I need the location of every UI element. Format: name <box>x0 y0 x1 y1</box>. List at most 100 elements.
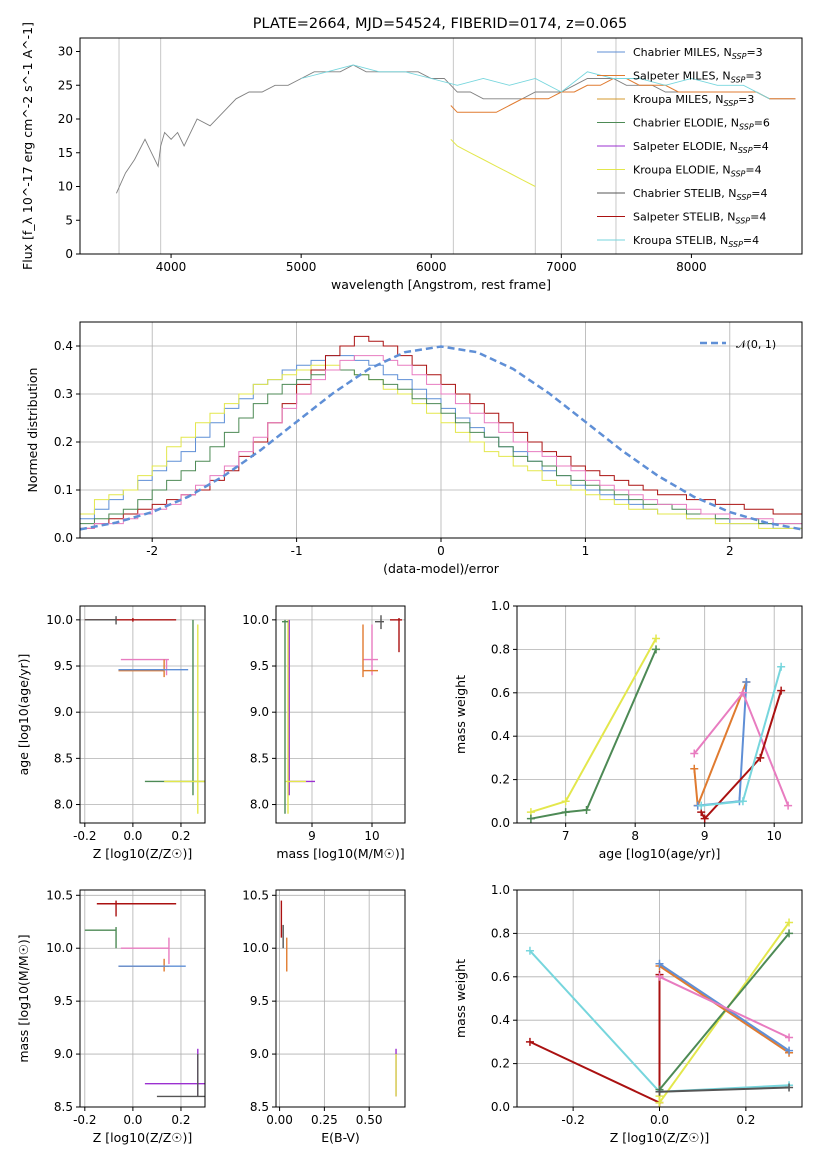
legend-label: Chabrier MILES, NSSP=3 <box>633 46 763 61</box>
y-tick-label: 0.4 <box>491 1013 510 1027</box>
panel-residuals: 𝒩(0, 1) -2 -1 0 1 2 0.0 0.1 0.2 0.3 0.4 (data-model… <box>25 321 803 576</box>
y-tick-label: 9.5 <box>54 994 73 1008</box>
axes-frame <box>79 605 206 824</box>
marker-plus <box>655 972 664 981</box>
x-tick-label: 7000 <box>546 260 577 274</box>
marker-plus <box>525 946 534 955</box>
y-tick-label: 10.0 <box>46 613 73 627</box>
panel-age_vs_Z: -0.2 0.0 0.2 8.0 8.5 9.0 9.5 10.0 Z [log10(Z/Z☉)… <box>16 605 206 861</box>
x-tick-label: 1 <box>582 544 590 558</box>
y-tick-label: 1.0 <box>491 599 510 613</box>
panel-mass_vs_ebv: 0.00 0.25 0.50 8.5 9.0 9.5 10.0 10.5 E(B-V) <box>242 888 406 1145</box>
legend-label: Salpeter MILES, NSSP=3 <box>633 70 762 85</box>
x-axis-label: Z [log10(Z/Z☉)] <box>610 1130 710 1145</box>
normal-curve <box>80 345 802 531</box>
marker-plus <box>526 814 535 823</box>
x-tick-label: 0.00 <box>266 1113 293 1127</box>
y-tick-label: 10.0 <box>242 941 269 955</box>
x-tick-label: -1 <box>291 544 303 558</box>
x-tick-label: -0.2 <box>561 1113 584 1127</box>
axes-frame <box>516 605 803 824</box>
x-tick-label: 4000 <box>156 260 187 274</box>
weight-line <box>658 932 790 1091</box>
x-tick-label: -2 <box>146 544 158 558</box>
marker-plus <box>690 764 699 773</box>
plot-area <box>282 615 402 814</box>
y-axis-label: age [log10(age/yr)] <box>16 654 31 776</box>
legend-label: Chabrier ELODIE, NSSP=6 <box>633 117 770 132</box>
panel-age_vs_mass: 9 10 8.0 8.5 9.0 9.5 10.0 mass [log10(M/M☉)] <box>242 605 406 861</box>
axes-frame <box>79 889 206 1108</box>
y-tick-label: 0.0 <box>54 531 73 545</box>
y-tick-label: 0.2 <box>491 1057 510 1071</box>
y-tick-label: 0.2 <box>491 773 510 787</box>
marker-plus <box>785 1033 794 1042</box>
legend-label: Kroupa MILES, NSSP=3 <box>633 93 754 108</box>
legend-label: Chabrier STELIB, NSSP=4 <box>633 187 767 202</box>
x-tick-label: 2 <box>726 544 734 558</box>
histogram-step <box>80 364 802 538</box>
plot-area <box>525 918 794 1107</box>
marker-plus <box>655 959 664 968</box>
y-tick-label: 9.5 <box>250 994 269 1008</box>
y-tick-label: 0.6 <box>491 686 510 700</box>
x-axis-label: mass [log10(M/M☉)] <box>276 846 404 861</box>
x-axis-label: E(B-V) <box>321 1130 360 1145</box>
y-axis-label: mass [log10(M/M☉)] <box>16 934 31 1062</box>
y-tick-label: 10.0 <box>242 613 269 627</box>
marker-plus <box>785 1046 794 1055</box>
y-tick-label: 0.4 <box>54 339 73 353</box>
legend-label: Kroupa STELIB, NSSP=4 <box>633 234 759 249</box>
marker-plus <box>785 929 794 938</box>
marker-plus <box>652 634 661 643</box>
marker-plus <box>756 753 765 762</box>
y-tick-label: 25 <box>58 78 73 92</box>
y-tick-label: 0.8 <box>491 926 510 940</box>
y-tick-label: 0.6 <box>491 970 510 984</box>
y-tick-label: 0.3 <box>54 387 73 401</box>
x-tick-label: 0.0 <box>123 829 142 843</box>
y-tick-label: 0.1 <box>54 483 73 497</box>
legend-label: Kroupa ELODIE, NSSP=4 <box>633 164 762 179</box>
axes-frame <box>275 889 406 1108</box>
marker-plus <box>784 801 793 810</box>
y-tick-label: 8.0 <box>54 798 73 812</box>
x-tick-label: 0.0 <box>123 1113 142 1127</box>
marker-plus <box>697 801 706 810</box>
x-tick-label: 0 <box>437 544 445 558</box>
y-tick-label: 0.2 <box>54 435 73 449</box>
y-tick-label: 1.0 <box>491 883 510 897</box>
y-tick-label: 0 <box>65 247 73 261</box>
plot-area <box>280 900 397 1097</box>
plot-area <box>80 335 802 538</box>
marker-plus <box>742 677 751 686</box>
axes-frame <box>275 605 406 824</box>
y-tick-label: 9.0 <box>250 1047 269 1061</box>
y-tick-label: 10.0 <box>46 941 73 955</box>
x-tick-label: 0.0 <box>650 1113 669 1127</box>
y-tick-label: 9.0 <box>54 705 73 719</box>
model-line-green <box>450 138 536 187</box>
marker-plus <box>561 797 570 806</box>
marker-plus <box>561 808 570 817</box>
marker-plus <box>525 1037 534 1046</box>
x-tick-label: 0.2 <box>736 1113 755 1127</box>
x-tick-label: 8 <box>631 829 639 843</box>
weight-line <box>700 690 783 821</box>
y-axis-label: Normed distribution <box>25 368 40 493</box>
x-tick-label: 8000 <box>676 260 707 274</box>
legend: Chabrier MILES, NSSP=3 Salpeter MILES, NS… <box>597 46 770 249</box>
grid-lines <box>80 606 205 823</box>
y-tick-label: 0.4 <box>491 729 510 743</box>
x-tick-label: 10 <box>767 829 782 843</box>
x-tick-label: -0.2 <box>73 829 96 843</box>
x-axis-label: wavelength [Angstrom, rest frame] <box>331 277 551 292</box>
y-tick-label: 0.8 <box>491 642 510 656</box>
marker-plus <box>652 645 661 654</box>
x-tick-label: 10 <box>364 829 379 843</box>
panel-spectrum: Chabrier MILES, NSSP=3 Salpeter MILES, NS… <box>20 22 803 292</box>
panel-weight_vs_age: 7 8 9 10 0.0 0.2 0.4 0.6 0.8 1.0 age [log10(age/yr… <box>453 599 803 861</box>
y-tick-label: 8.5 <box>54 1100 73 1114</box>
y-tick-label: 20 <box>58 112 73 126</box>
